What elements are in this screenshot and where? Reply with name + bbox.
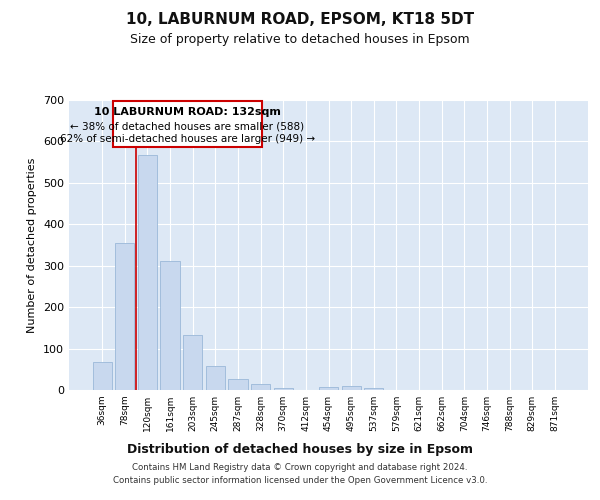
Text: ← 38% of detached houses are smaller (588): ← 38% of detached houses are smaller (58… xyxy=(70,122,304,132)
Bar xyxy=(341,386,361,390)
Bar xyxy=(319,386,338,390)
Text: 10, LABURNUM ROAD, EPSOM, KT18 5DT: 10, LABURNUM ROAD, EPSOM, KT18 5DT xyxy=(126,12,474,28)
Text: 10 LABURNUM ROAD: 132sqm: 10 LABURNUM ROAD: 132sqm xyxy=(94,106,281,117)
Bar xyxy=(274,388,293,390)
Text: 62% of semi-detached houses are larger (949) →: 62% of semi-detached houses are larger (… xyxy=(60,134,315,144)
Bar xyxy=(229,379,248,390)
Text: Distribution of detached houses by size in Epsom: Distribution of detached houses by size … xyxy=(127,442,473,456)
Text: Contains HM Land Registry data © Crown copyright and database right 2024.
Contai: Contains HM Land Registry data © Crown c… xyxy=(113,464,487,485)
Bar xyxy=(364,388,383,390)
Y-axis label: Number of detached properties: Number of detached properties xyxy=(28,158,37,332)
Bar xyxy=(160,260,180,390)
Bar xyxy=(138,154,157,390)
Text: Size of property relative to detached houses in Epsom: Size of property relative to detached ho… xyxy=(130,32,470,46)
Bar xyxy=(113,101,262,147)
Bar xyxy=(206,366,225,390)
Bar xyxy=(115,243,134,390)
Bar xyxy=(183,336,202,390)
Bar xyxy=(92,362,112,390)
Bar xyxy=(251,384,270,390)
